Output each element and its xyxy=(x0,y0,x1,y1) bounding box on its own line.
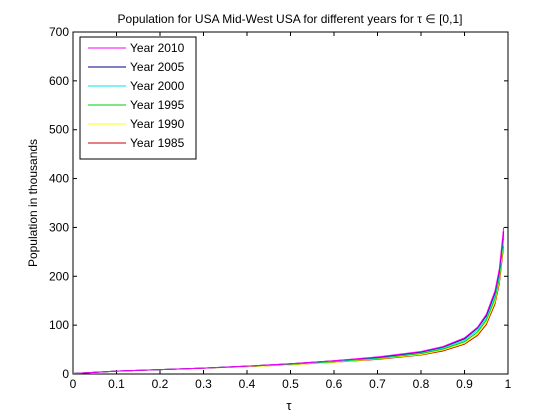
legend-label: Year 1990 xyxy=(130,117,185,131)
x-tick-label: 0.1 xyxy=(108,377,125,391)
y-axis-label: Population in thousands xyxy=(26,139,40,267)
x-tick-label: 0.4 xyxy=(239,377,256,391)
legend-label: Year 2000 xyxy=(130,79,185,93)
x-tick-label: 0.2 xyxy=(152,377,169,391)
x-tick-label: 0 xyxy=(70,377,77,391)
y-tick-label: 100 xyxy=(49,318,69,332)
x-tick-label: 0.9 xyxy=(456,377,473,391)
legend-box xyxy=(79,36,197,160)
x-tick-label: 0.8 xyxy=(413,377,430,391)
y-tick-label: 300 xyxy=(49,220,69,234)
y-tick-label: 0 xyxy=(62,367,69,381)
legend-label: Year 1985 xyxy=(130,136,185,150)
x-tick-label: 0.3 xyxy=(195,377,212,391)
x-tick-label: 1 xyxy=(505,377,512,391)
plot-area: 0 0.1 0.2 0.3 0.4 0.5 0.6 0.7 0.8 0.9 1 0 100 200 300 4… xyxy=(49,25,512,391)
x-tick-label: 0.5 xyxy=(282,377,299,391)
y-tick-label: 400 xyxy=(49,172,69,186)
y-tick-label: 500 xyxy=(49,123,69,137)
legend-label: Year 1995 xyxy=(130,98,185,112)
legend-label: Year 2005 xyxy=(130,60,185,74)
legend-label: Year 2010 xyxy=(130,41,185,55)
x-tick-label: 0.6 xyxy=(326,377,343,391)
x-axis-label: τ xyxy=(286,398,292,413)
y-tick-label: 700 xyxy=(49,25,69,39)
series-line-year-2010 xyxy=(72,227,505,375)
x-tick-label: 0.7 xyxy=(369,377,386,391)
chart-title: Population for USA Mid-West USA for diff… xyxy=(118,12,463,26)
y-tick-label: 600 xyxy=(49,74,69,88)
y-tick-label: 200 xyxy=(49,269,69,283)
